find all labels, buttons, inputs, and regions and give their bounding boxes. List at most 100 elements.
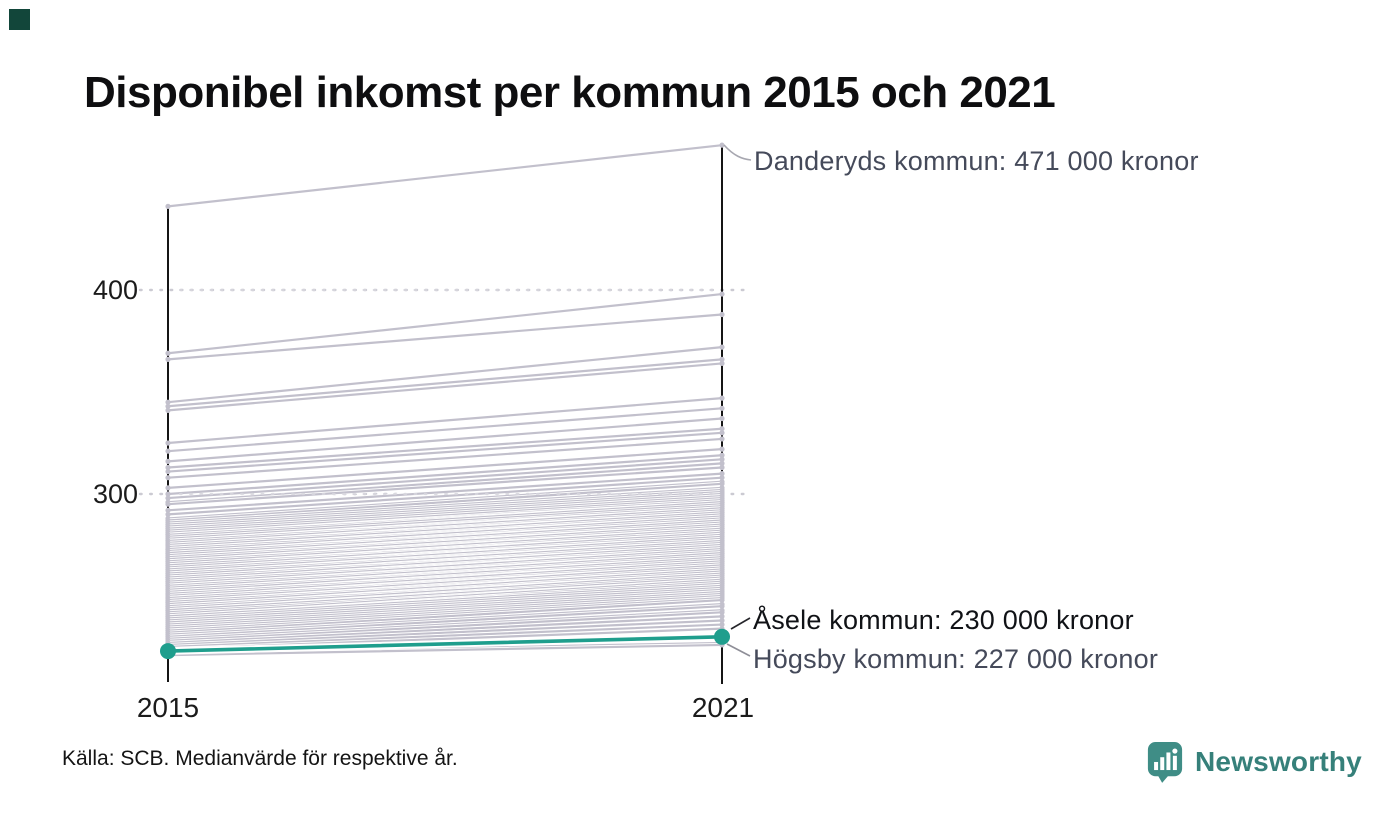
slope-line — [166, 472, 724, 512]
slope-line — [166, 515, 724, 553]
slope-line — [166, 488, 724, 526]
slope-endpoint — [165, 350, 171, 356]
slope-line — [166, 584, 724, 620]
slope-endpoint — [719, 621, 725, 628]
slope-line — [166, 611, 724, 642]
brand-corner-square — [9, 9, 30, 30]
slope-line — [166, 594, 724, 630]
slope-endpoint — [719, 613, 725, 620]
slope-endpoint — [719, 460, 725, 466]
slope-line — [166, 492, 724, 530]
slope-line — [166, 503, 724, 540]
slope-endpoint — [719, 356, 725, 362]
slope-line — [166, 596, 724, 632]
x-axis-label-2021: 2021 — [691, 692, 755, 723]
slope-endpoint — [719, 311, 725, 318]
slope-endpoint — [165, 464, 171, 471]
slope-line — [166, 417, 724, 463]
x-axis-label-2015: 2015 — [136, 692, 200, 723]
slope-line — [166, 590, 724, 626]
highlight-point-2015 — [160, 643, 176, 660]
source-note: Källa: SCB. Medianvärde för respektive å… — [62, 747, 458, 770]
newsworthy-icon — [1147, 742, 1183, 783]
slope-endpoint — [719, 464, 725, 471]
slope-line — [166, 586, 724, 622]
slope-endpoint — [719, 475, 725, 481]
slope-line — [166, 588, 724, 624]
slope-endpoint — [719, 481, 725, 487]
slope-line — [166, 448, 724, 489]
slope-endpoint — [165, 507, 171, 513]
slope-endpoint — [719, 603, 725, 609]
slope-endpoint — [719, 436, 725, 442]
slope-line — [166, 346, 724, 404]
slope-line — [166, 431, 724, 473]
slope-line — [166, 494, 724, 532]
annotation-asele: Åsele kommun: 230 000 kronor — [753, 605, 1134, 635]
slope-endpoint — [719, 395, 725, 401]
slope-line — [166, 313, 724, 361]
slope-line — [166, 496, 724, 534]
slope-endpoint — [719, 597, 725, 603]
slope-endpoint — [165, 511, 171, 517]
slope-line — [166, 539, 724, 577]
leader-hogsby — [726, 643, 751, 657]
slope-line — [166, 609, 724, 640]
slope-line — [166, 458, 724, 500]
annotation-hogsby: Högsby kommun: 227 000 kronor — [753, 644, 1159, 674]
slope-line — [166, 598, 724, 634]
leader-asele — [730, 617, 751, 630]
slope-line — [166, 507, 724, 545]
slope-line — [166, 535, 724, 573]
slope-endpoint — [719, 471, 725, 477]
slope-line — [166, 358, 724, 408]
slope-endpoint — [165, 458, 171, 464]
chart-title: Disponibel inkomst per kommun 2015 och 2… — [84, 68, 1056, 117]
slope-line — [166, 592, 724, 628]
slope-endpoint — [719, 405, 725, 411]
slope-line — [166, 523, 724, 561]
slope-line — [166, 466, 724, 506]
slope-line — [166, 572, 724, 610]
slope-line — [166, 482, 724, 522]
slope-endpoint — [719, 446, 725, 452]
slope-line — [166, 564, 724, 602]
newsworthy-wordmark: Newsworthy — [1195, 745, 1362, 777]
slope-line — [166, 144, 724, 208]
slope-endpoint — [719, 291, 725, 297]
slope-line — [166, 560, 724, 598]
slope-endpoint — [165, 407, 171, 413]
slope-line — [166, 362, 724, 412]
slope-line — [166, 615, 724, 645]
slope-line — [166, 578, 724, 616]
slope-line — [166, 582, 724, 618]
annotation-danderyd: Danderyds kommun: 471 000 kronor — [754, 146, 1199, 176]
slope-endpoint — [719, 344, 725, 350]
slope-line — [166, 543, 724, 581]
y-tick-label-300: 300 — [92, 479, 138, 509]
slope-endpoint — [165, 501, 171, 507]
leader-danderyd — [723, 144, 752, 161]
slope-endpoint — [719, 415, 725, 422]
slope-endpoint — [165, 495, 171, 501]
slope-line — [166, 619, 724, 647]
slope-line — [166, 480, 724, 520]
slope-endpoint — [719, 430, 725, 436]
slope-line — [166, 605, 724, 638]
slope-line — [166, 511, 724, 549]
slope-endpoint — [165, 399, 171, 405]
slope-line — [166, 454, 724, 496]
slope-line — [166, 519, 724, 557]
slope-line — [166, 568, 724, 606]
slope-line — [166, 643, 724, 657]
slope-line — [166, 462, 724, 504]
slope-line — [166, 427, 724, 469]
slope-endpoint — [719, 426, 725, 432]
slope-endpoint — [165, 403, 171, 409]
slope-endpoint — [165, 356, 171, 362]
slope-line — [166, 407, 724, 453]
slope-endpoint — [165, 485, 171, 491]
y-tick-label-400: 400 — [92, 275, 138, 305]
slope-line — [166, 527, 724, 565]
